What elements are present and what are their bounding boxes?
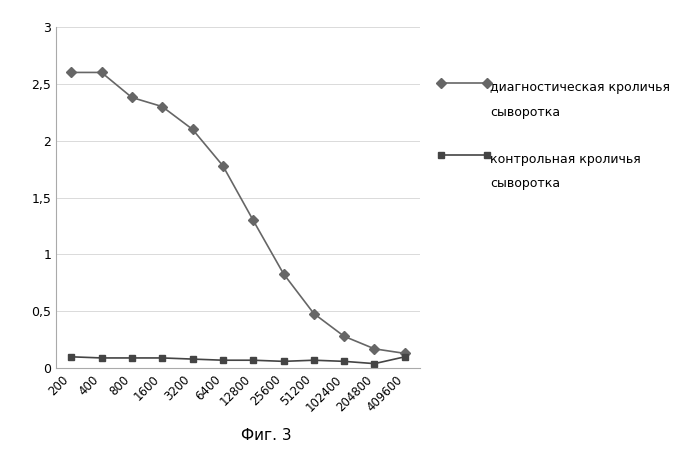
Text: диагностическая кроличья: диагностическая кроличья [490, 81, 670, 94]
Text: Фиг. 3: Фиг. 3 [241, 428, 291, 443]
Text: сыворотка: сыворотка [490, 106, 560, 119]
Text: контрольная кроличья: контрольная кроличья [490, 153, 640, 166]
Text: сыворотка: сыворотка [490, 177, 560, 190]
